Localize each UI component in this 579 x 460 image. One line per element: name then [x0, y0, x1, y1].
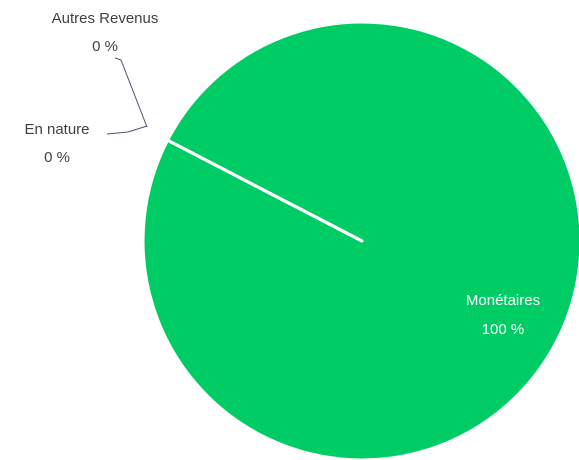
- slice-label: Monétaires: [466, 292, 540, 309]
- pie-slice: [166, 138, 363, 243]
- leader-line: [106, 125, 148, 135]
- leader-line: [114, 57, 148, 128]
- slice-value-label: 0 %: [44, 149, 70, 166]
- slice-label: En nature: [24, 121, 89, 138]
- slice-value-label: 100 %: [482, 321, 525, 338]
- slice-label: Autres Revenus: [52, 10, 159, 27]
- slice-value-label: 0 %: [92, 38, 118, 55]
